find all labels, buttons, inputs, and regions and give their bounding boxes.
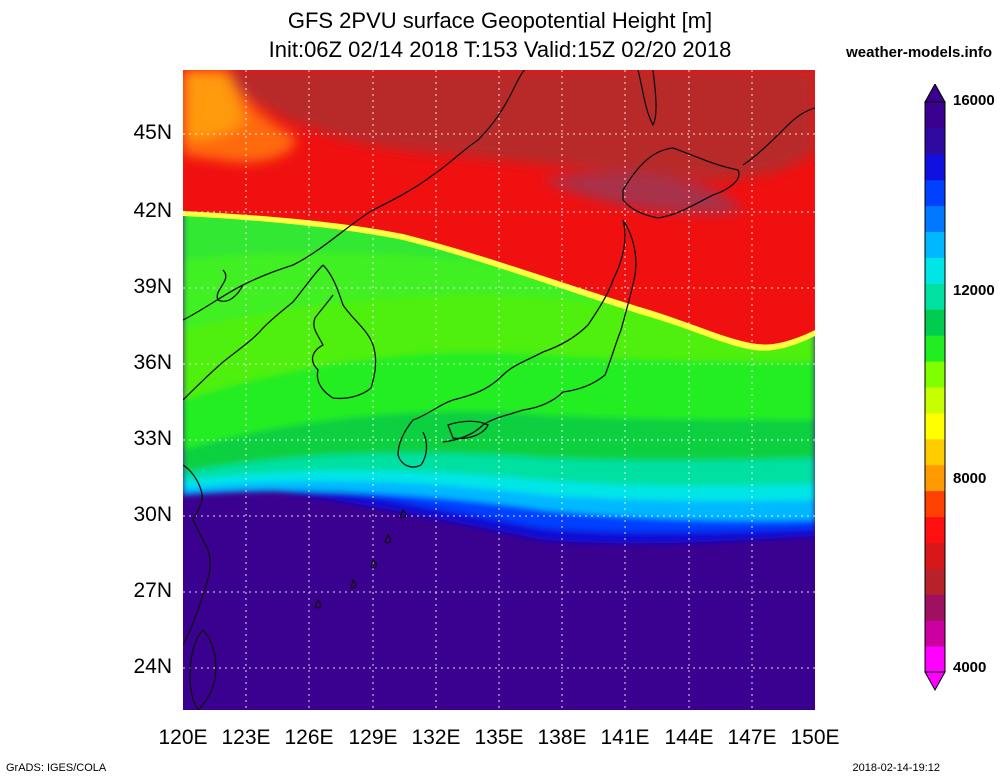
lon-label: 132E [411,726,461,749]
colorbar-label: 12000 [953,282,995,299]
colorbar-segment [925,646,945,673]
lon-label: 120E [158,726,208,749]
lat-label: 24N [133,655,172,678]
colorbar-segment [925,102,945,129]
lon-label: 135E [474,726,524,749]
colorbar-bottom-arrow [924,671,946,692]
lon-label: 129E [348,726,398,749]
colorbar-segment [925,594,945,621]
colorbar-segment [925,309,945,336]
colorbar-segment [925,568,945,595]
map-svg [183,70,815,710]
gridlines [183,70,815,710]
colorbar-segment [925,231,945,258]
lat-label: 42N [133,199,172,222]
lon-label: 150E [790,726,840,749]
colorbar-label: 8000 [953,470,987,487]
colorbar-segment [925,620,945,647]
lon-label: 141E [600,726,650,749]
coastlines [183,70,815,710]
colorbar-segment [925,179,945,207]
colorbar-segment [925,335,945,362]
colorbar-segment [925,490,945,518]
lat-label: 33N [133,427,172,450]
lat-label: 45N [133,121,172,144]
colorbar-segment [925,438,945,466]
chart-subtitle: Init:06Z 02/14 2018 T:153 Valid:15Z 02/2… [268,37,732,62]
colorbar-segment [925,361,945,388]
footer-timestamp: 2018-02-14-19:12 [852,762,940,774]
colorbar [924,84,946,692]
lon-label: 126E [284,726,334,749]
colorbar-segment [925,127,945,155]
colorbar-segment [925,283,945,310]
lat-label: 30N [133,503,172,526]
colorbar-top-arrow [924,84,946,103]
colorbar-segment [925,205,945,233]
colorbar-segment [925,387,945,414]
map-panel [183,70,815,710]
colorbar-label: 4000 [953,659,987,676]
chart-title: GFS 2PVU surface Geopotential Height [m] [287,8,713,33]
field-darkred [213,70,815,181]
colorbar-segment [925,257,945,284]
footer-credit: GrADS: IGES/COLA [6,762,107,774]
colorbar-segment [925,153,945,181]
colorbar-segment [925,412,945,440]
colorbar-segment [925,516,945,543]
colorbar-label: 16000 [953,92,995,109]
colorbar-segment [925,542,945,569]
lon-label: 144E [664,726,714,749]
lat-label: 27N [133,579,172,602]
lon-label: 138E [537,726,587,749]
colorbar-segment [925,464,945,492]
lat-label: 36N [133,351,172,374]
site-watermark: weather-models.info [846,44,992,61]
lon-label: 147E [727,726,777,749]
lon-label: 123E [221,726,271,749]
lat-label: 39N [133,275,172,298]
